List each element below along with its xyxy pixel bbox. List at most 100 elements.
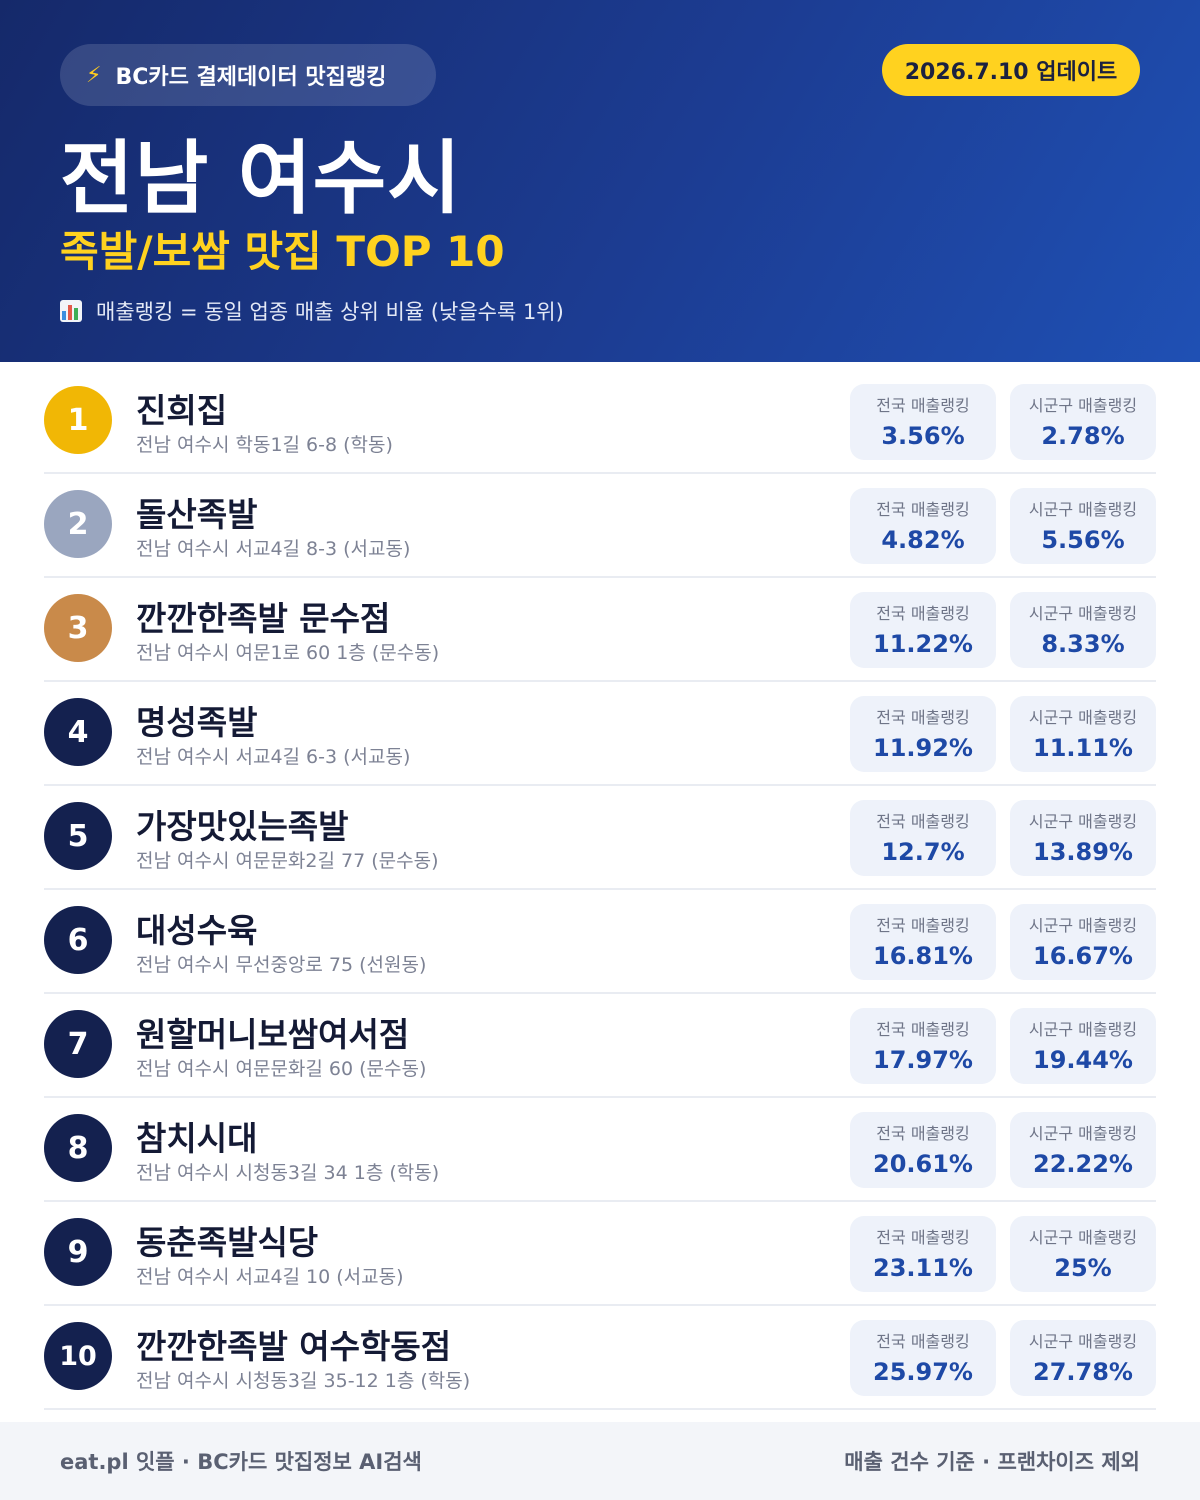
rank-badge: 8 [44, 1114, 112, 1182]
national-ranking-value: 23.11% [873, 1254, 973, 1282]
national-ranking-label: 전국 매출랭킹 [876, 604, 970, 623]
list-item[interactable]: 6 대성수육 전남 여수시 무선중앙로 75 (선원동) 전국 매출랭킹 16.81% 시… [44, 890, 1156, 994]
restaurant-address: 전남 여수시 시청동3길 34 1층 (학동) [136, 1162, 440, 1184]
restaurant-name[interactable]: 진희집 [136, 391, 228, 430]
local-ranking-label: 시군구 매출랭킹 [1028, 916, 1138, 935]
local-ranking-box: 시군구 매출랭킹 13.89% [1010, 800, 1156, 876]
local-ranking-box: 시군구 매출랭킹 27.78% [1010, 1320, 1156, 1396]
national-ranking-label: 전국 매출랭킹 [876, 396, 970, 415]
local-ranking-box: 시군구 매출랭킹 22.22% [1010, 1112, 1156, 1188]
local-ranking-label: 시군구 매출랭킹 [1028, 1332, 1138, 1351]
header-banner: ⚡ BC카드 결제데이터 맛집랭킹 2026.7.10 업데이트 전남 여수시 … [0, 0, 1200, 362]
national-ranking-label: 전국 매출랭킹 [876, 1332, 970, 1351]
footer: eat.pl 잇플 · BC카드 맛집정보 AI검색 매출 건수 기준 · 프랜… [0, 1422, 1200, 1500]
local-ranking-label: 시군구 매출랭킹 [1028, 1228, 1138, 1247]
list-item[interactable]: 9 동춘족발식당 전남 여수시 서교4길 10 (서교동) 전국 매출랭킹 23.11%… [44, 1202, 1156, 1306]
local-ranking-box: 시군구 매출랭킹 19.44% [1010, 1008, 1156, 1084]
local-ranking-value: 11.11% [1033, 734, 1133, 762]
local-ranking-value: 13.89% [1033, 838, 1133, 866]
national-ranking-value: 11.92% [873, 734, 973, 762]
national-ranking-box: 전국 매출랭킹 23.11% [850, 1216, 996, 1292]
local-ranking-box: 시군구 매출랭킹 2.78% [1010, 384, 1156, 460]
national-ranking-box: 전국 매출랭킹 12.7% [850, 800, 996, 876]
restaurant-address: 전남 여수시 시청동3길 35-12 1층 (학동) [136, 1370, 471, 1392]
local-ranking-box: 시군구 매출랭킹 5.56% [1010, 488, 1156, 564]
list-item[interactable]: 5 가장맛있는족발 전남 여수시 여문문화2길 77 (문수동) 전국 매출랭킹 12.… [44, 786, 1156, 890]
local-ranking-value: 22.22% [1033, 1150, 1133, 1178]
restaurant-name[interactable]: 깐깐한족발 여수학동점 [136, 1327, 452, 1366]
footer-criteria: 매출 건수 기준 · 프랜차이즈 제외 [844, 1450, 1140, 1474]
national-ranking-value: 25.97% [873, 1358, 973, 1386]
national-ranking-label: 전국 매출랭킹 [876, 812, 970, 831]
ranking-note: 매출랭킹 = 동일 업종 매출 상위 비율 (낮을수록 1위) [60, 296, 564, 326]
national-ranking-value: 11.22% [873, 630, 973, 658]
brand-badge: ⚡ BC카드 결제데이터 맛집랭킹 [60, 44, 436, 106]
local-ranking-value: 8.33% [1041, 630, 1125, 658]
list-item[interactable]: 1 진희집 전남 여수시 학동1길 6-8 (학동) 전국 매출랭킹 3.56% 시군구 … [44, 370, 1156, 474]
restaurant-name[interactable]: 동춘족발식당 [136, 1223, 319, 1262]
restaurant-address: 전남 여수시 여문문화길 60 (문수동) [136, 1058, 427, 1080]
national-ranking-box: 전국 매출랭킹 3.56% [850, 384, 996, 460]
restaurant-name[interactable]: 가장맛있는족발 [136, 807, 349, 846]
brand-label: BC카드 결제데이터 맛집랭킹 [115, 65, 387, 90]
national-ranking-label: 전국 매출랭킹 [876, 916, 970, 935]
restaurant-name[interactable]: 원할머니보쌈여서점 [136, 1015, 410, 1054]
lightning-bolt-icon: ⚡ [86, 62, 102, 88]
rank-badge: 4 [44, 698, 112, 766]
national-ranking-box: 전국 매출랭킹 25.97% [850, 1320, 996, 1396]
restaurant-address: 전남 여수시 여문문화2길 77 (문수동) [136, 850, 439, 872]
restaurant-name[interactable]: 명성족발 [136, 703, 258, 742]
national-ranking-label: 전국 매출랭킹 [876, 1020, 970, 1039]
restaurant-name[interactable]: 참치시대 [136, 1119, 258, 1158]
restaurant-address: 전남 여수시 서교4길 8-3 (서교동) [136, 538, 411, 560]
rank-badge: 7 [44, 1010, 112, 1078]
local-ranking-value: 16.67% [1033, 942, 1133, 970]
local-ranking-value: 5.56% [1041, 526, 1125, 554]
update-date-badge: 2026.7.10 업데이트 [882, 44, 1140, 96]
rank-badge: 3 [44, 594, 112, 662]
national-ranking-box: 전국 매출랭킹 11.92% [850, 696, 996, 772]
restaurant-address: 전남 여수시 여문1로 60 1층 (문수동) [136, 642, 440, 664]
list-item[interactable]: 2 돌산족발 전남 여수시 서교4길 8-3 (서교동) 전국 매출랭킹 4.82% 시군… [44, 474, 1156, 578]
local-ranking-box: 시군구 매출랭킹 11.11% [1010, 696, 1156, 772]
rank-badge: 1 [44, 386, 112, 454]
restaurant-name[interactable]: 돌산족발 [136, 495, 258, 534]
national-ranking-value: 20.61% [873, 1150, 973, 1178]
local-ranking-label: 시군구 매출랭킹 [1028, 1124, 1138, 1143]
local-ranking-label: 시군구 매출랭킹 [1028, 708, 1138, 727]
restaurant-address: 전남 여수시 서교4길 6-3 (서교동) [136, 746, 411, 768]
national-ranking-value: 17.97% [873, 1046, 973, 1074]
restaurant-address: 전남 여수시 무선중앙로 75 (선원동) [136, 954, 427, 976]
local-ranking-value: 19.44% [1033, 1046, 1133, 1074]
local-ranking-value: 2.78% [1041, 422, 1125, 450]
national-ranking-box: 전국 매출랭킹 16.81% [850, 904, 996, 980]
national-ranking-value: 16.81% [873, 942, 973, 970]
page-subtitle: 족발/보쌈 맛집 TOP 10 [60, 227, 505, 276]
restaurant-name[interactable]: 깐깐한족발 문수점 [136, 599, 391, 638]
local-ranking-label: 시군구 매출랭킹 [1028, 604, 1138, 623]
rank-badge: 10 [44, 1322, 112, 1390]
national-ranking-value: 4.82% [881, 526, 965, 554]
local-ranking-label: 시군구 매출랭킹 [1028, 396, 1138, 415]
restaurant-address: 전남 여수시 학동1길 6-8 (학동) [136, 434, 393, 456]
restaurant-name[interactable]: 대성수육 [136, 911, 258, 950]
local-ranking-value: 27.78% [1033, 1358, 1133, 1386]
local-ranking-label: 시군구 매출랭킹 [1028, 1020, 1138, 1039]
local-ranking-label: 시군구 매출랭킹 [1028, 812, 1138, 831]
footer-source: eat.pl 잇플 · BC카드 맛집정보 AI검색 [60, 1450, 422, 1474]
national-ranking-label: 전국 매출랭킹 [876, 708, 970, 727]
ranking-note-text: 매출랭킹 = 동일 업종 매출 상위 비율 (낮을수록 1위) [96, 300, 564, 324]
national-ranking-label: 전국 매출랭킹 [876, 500, 970, 519]
restaurant-address: 전남 여수시 서교4길 10 (서교동) [136, 1266, 404, 1288]
national-ranking-box: 전국 매출랭킹 4.82% [850, 488, 996, 564]
national-ranking-box: 전국 매출랭킹 17.97% [850, 1008, 996, 1084]
national-ranking-value: 12.7% [881, 838, 965, 866]
local-ranking-box: 시군구 매출랭킹 8.33% [1010, 592, 1156, 668]
local-ranking-value: 25% [1054, 1254, 1112, 1282]
national-ranking-label: 전국 매출랭킹 [876, 1124, 970, 1143]
